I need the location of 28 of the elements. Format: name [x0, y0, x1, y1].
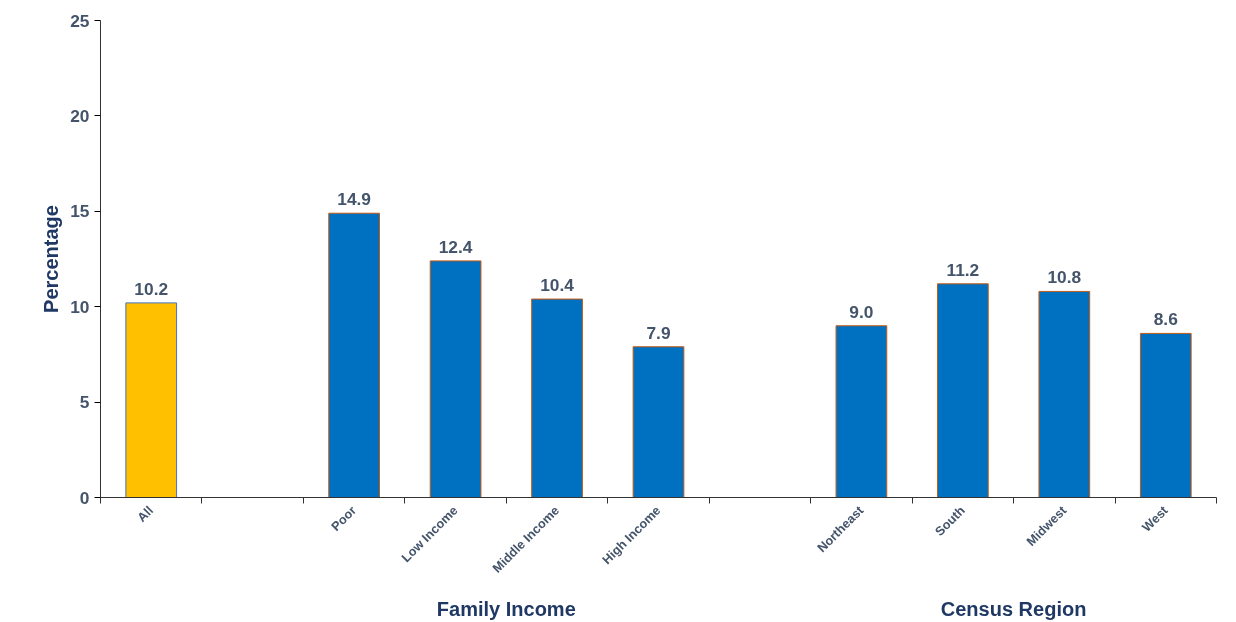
data-label: 10.2	[134, 278, 169, 299]
text: Family Income	[436, 597, 576, 620]
data-label: 11.2	[946, 259, 980, 280]
bar	[429, 260, 482, 498]
bar	[937, 283, 989, 498]
y-axis-title: Percentage	[40, 205, 63, 313]
y-tick-label: 10	[70, 296, 90, 317]
bar	[1139, 332, 1192, 498]
bar	[1038, 290, 1091, 498]
y-tick-label: 5	[79, 392, 90, 413]
bar	[125, 302, 178, 498]
x-tick-label: All	[134, 503, 157, 525]
y-tick-label: 20	[70, 105, 90, 126]
data-label: 7.9	[646, 322, 671, 343]
bar	[632, 346, 685, 498]
data-label: 8.6	[1153, 309, 1179, 330]
bar	[328, 212, 380, 498]
y-tick-label: 15	[70, 201, 90, 222]
y-tick-label: 0	[79, 487, 90, 508]
y-tick-label: 25	[70, 10, 90, 31]
data-label: 10.8	[1047, 267, 1082, 288]
text: Census Region	[940, 597, 1087, 620]
data-label: 12.4	[438, 236, 473, 257]
bar	[531, 298, 583, 498]
data-label: 14.9	[337, 189, 372, 210]
bar	[835, 325, 888, 498]
data-label: 10.4	[540, 275, 575, 296]
data-label: 9.0	[849, 301, 874, 322]
